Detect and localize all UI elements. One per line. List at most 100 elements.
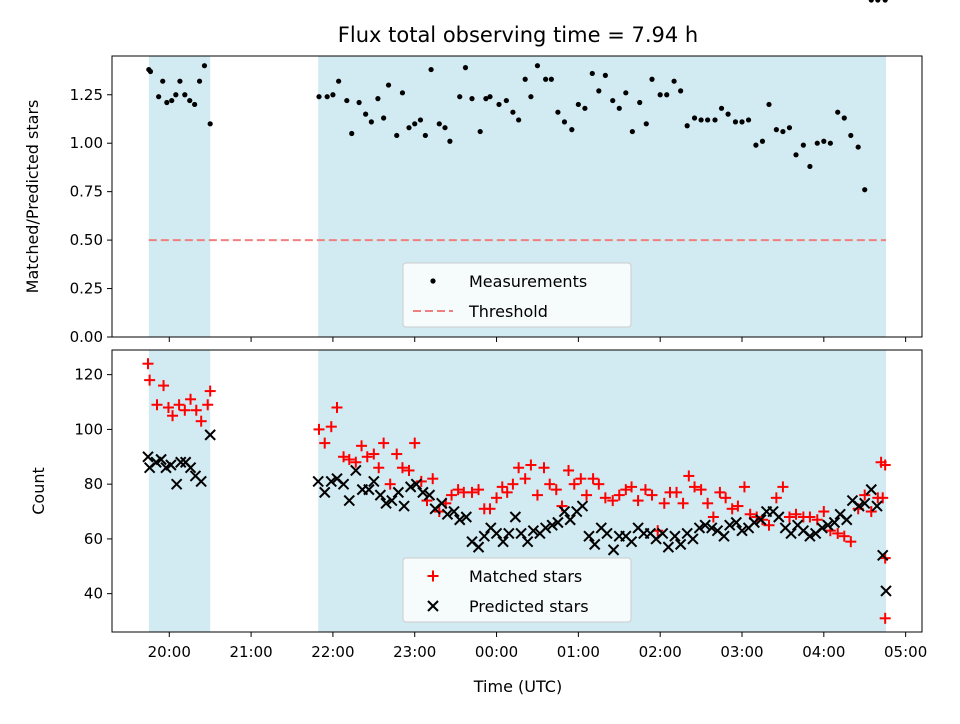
matched-star-marker bbox=[466, 486, 478, 498]
measurement-point bbox=[169, 97, 175, 104]
measurement-point bbox=[610, 97, 616, 104]
predicted-star-marker bbox=[601, 527, 613, 540]
predicted-star-marker bbox=[410, 478, 423, 490]
matched-star-marker bbox=[695, 484, 707, 496]
predicted-star-marker bbox=[521, 535, 534, 548]
predicted-star-marker bbox=[859, 497, 871, 510]
matched-star-marker bbox=[702, 497, 714, 509]
matched-star-marker bbox=[599, 492, 611, 504]
x-tick-label: 03:00 bbox=[720, 643, 763, 661]
measurement-point bbox=[759, 138, 766, 144]
predicted-star-marker bbox=[539, 522, 552, 534]
measurement-point bbox=[375, 96, 381, 102]
predicted-star-marker bbox=[417, 486, 429, 499]
predicted-star-marker bbox=[497, 535, 509, 548]
x-tick-label: 01:00 bbox=[557, 643, 600, 661]
matched-star-marker bbox=[683, 470, 695, 482]
predicted-star-marker bbox=[773, 511, 785, 523]
measurement-point bbox=[582, 105, 588, 111]
predicted-star-marker bbox=[785, 527, 797, 540]
predicted-stars-points bbox=[142, 429, 892, 597]
matched-star-marker bbox=[726, 503, 738, 515]
predicted-star-marker bbox=[718, 530, 730, 542]
measurement-point bbox=[368, 119, 374, 125]
matched-star-marker bbox=[356, 440, 368, 452]
legend-box bbox=[402, 557, 632, 623]
measurement-point bbox=[698, 117, 704, 123]
predicted-star-marker bbox=[748, 516, 760, 529]
matched-star-marker bbox=[550, 484, 562, 496]
measurement-point bbox=[381, 115, 387, 121]
predicted-star-marker bbox=[380, 497, 392, 510]
matched-star-marker bbox=[484, 503, 496, 515]
predicted-star-marker bbox=[392, 486, 405, 499]
matched-star-marker bbox=[875, 456, 887, 468]
predicted-star-marker bbox=[822, 519, 834, 531]
y-tick-label: 100 bbox=[74, 420, 103, 438]
measurement-point bbox=[678, 88, 684, 94]
matched-star-marker bbox=[777, 481, 789, 493]
predicted-star-marker bbox=[669, 530, 681, 542]
matched-star-marker bbox=[167, 410, 179, 422]
measurement-point bbox=[469, 96, 475, 102]
predicted-star-marker bbox=[312, 475, 324, 488]
measurement-point bbox=[528, 94, 534, 100]
predicted-star-marker bbox=[724, 519, 736, 531]
measurement-point bbox=[575, 101, 581, 108]
predicted-star-marker bbox=[699, 519, 711, 531]
measurement-point bbox=[385, 82, 392, 88]
predicted-star-marker bbox=[693, 522, 706, 534]
measurement-point bbox=[349, 130, 355, 137]
predicted-star-marker bbox=[155, 453, 167, 466]
predicted-star-marker bbox=[880, 585, 892, 597]
matched-star-marker bbox=[658, 497, 670, 509]
measurement-point bbox=[725, 111, 731, 117]
matched-star-marker bbox=[313, 423, 325, 435]
legend-box bbox=[402, 262, 632, 328]
matched-star-marker bbox=[677, 497, 689, 509]
matched-star-marker bbox=[575, 473, 587, 485]
matched-star-marker bbox=[804, 511, 816, 523]
matched-star-marker bbox=[403, 464, 415, 476]
legend-plus-marker bbox=[427, 570, 439, 582]
measurement-point bbox=[496, 101, 502, 108]
matched-star-marker bbox=[519, 473, 531, 485]
predicted-star-marker bbox=[564, 514, 576, 526]
measurement-point bbox=[705, 117, 711, 123]
matched-star-marker bbox=[593, 478, 605, 490]
matched-star-marker bbox=[707, 511, 719, 523]
measurement-point bbox=[643, 121, 649, 127]
predicted-star-marker bbox=[472, 541, 485, 553]
measurement-point bbox=[516, 117, 522, 123]
matched-star-marker bbox=[415, 475, 427, 487]
measurement-point bbox=[841, 115, 847, 121]
measurement-point bbox=[548, 76, 554, 82]
measurement-point bbox=[848, 132, 854, 139]
matched-star-marker bbox=[204, 385, 216, 397]
measurement-point bbox=[356, 99, 362, 106]
measurement-points bbox=[146, 0, 888, 193]
predicted-star-marker bbox=[828, 516, 841, 529]
matched-star-marker bbox=[632, 495, 644, 507]
measurement-point bbox=[412, 121, 418, 127]
measurement-point bbox=[732, 119, 739, 125]
predicted-star-marker bbox=[343, 494, 355, 507]
matched-star-marker bbox=[720, 492, 732, 504]
matched-star-marker bbox=[158, 380, 170, 392]
measurement-point bbox=[522, 76, 528, 82]
y-tick-label: 0.25 bbox=[70, 280, 103, 298]
measurement-point bbox=[201, 63, 208, 69]
predicted-star-marker bbox=[816, 522, 828, 534]
matched-star-marker bbox=[626, 481, 638, 493]
measurement-point bbox=[561, 119, 568, 125]
matched-star-marker bbox=[491, 492, 503, 504]
measurement-point bbox=[457, 94, 463, 100]
measurement-point bbox=[753, 142, 759, 148]
matched-star-marker bbox=[162, 401, 174, 413]
predicted-star-marker bbox=[706, 522, 718, 534]
legend-top: Measurements Threshold bbox=[402, 262, 632, 328]
measurement-point bbox=[835, 109, 841, 115]
predicted-star-marker bbox=[546, 519, 558, 531]
measurement-point bbox=[442, 125, 448, 131]
measurement-point bbox=[422, 132, 428, 139]
